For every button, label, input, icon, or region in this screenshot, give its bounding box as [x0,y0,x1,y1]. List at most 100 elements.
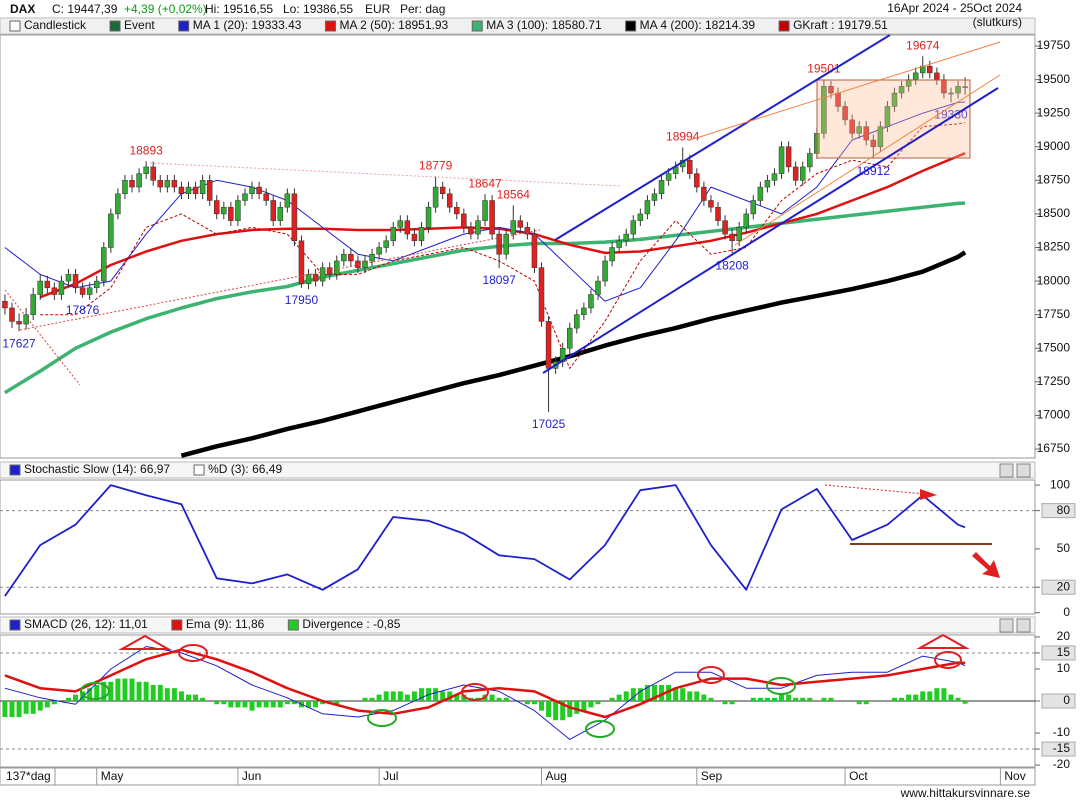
candle-body [213,200,220,215]
candle-body [411,233,418,242]
candle-body [821,86,827,134]
candle-body [108,213,114,248]
candle-body [284,193,291,208]
low-label: 18097 [482,273,516,287]
candle-body [164,180,171,188]
trend-line [542,87,999,374]
divergence-bar [263,701,269,708]
price-panel [0,34,1036,459]
date-range: 16Apr 2024 - 25Oct 2024 [887,1,1022,15]
divergence-bar [397,691,403,701]
divergence-bar [637,688,643,701]
candle-body [468,227,474,235]
divergence-bar [23,701,29,714]
legend-swatch [287,619,299,631]
y-tick-label: 19000 [1037,139,1071,153]
divergence-bar [828,697,834,701]
divergence-bar [87,688,93,701]
candle-body [524,227,531,235]
candle-body [948,92,954,95]
candle-body [341,253,347,262]
legend-label: Event [124,18,155,32]
high-label: 18893 [129,143,163,157]
divergence-bar [807,697,813,701]
y-tick-label: 16750 [1037,441,1071,455]
trend-line [4,289,81,386]
zoom-icon[interactable] [999,618,1014,633]
close-icon[interactable] [1016,463,1031,478]
candle-body [298,240,305,285]
divergence-bar [221,701,227,705]
zoom-icon[interactable] [999,463,1014,478]
y-tick-label: 80 [1057,503,1071,517]
candle-body [849,119,855,134]
y-tick-label: 100 [1050,477,1070,491]
candle-body [157,180,164,188]
y-tick-label: 17250 [1037,374,1071,388]
candle-body [383,240,389,248]
divergence-bar [136,681,142,701]
cross-circle [80,682,110,700]
candle-body [312,274,319,282]
y-tick-label: 19750 [1037,38,1071,52]
change-value: +4,39 (+0,02%) [124,2,207,16]
divergence-bar [454,694,460,701]
candle-body [129,180,135,188]
divergence-bar [249,701,255,711]
price-mode: (slutkurs) [973,15,1022,29]
candle-body [503,233,509,255]
candle-body [334,260,340,275]
divergence-bar [291,701,297,705]
legend-swatch [109,20,121,32]
candle-body [637,213,644,221]
divergence-line [824,484,926,495]
legend-label: MA 4 (200): 18214.39 [640,18,756,32]
divergence-bar [793,697,799,701]
cross-circle [178,644,208,662]
indicator-line [4,101,966,302]
divergence-bar [390,691,396,701]
candle-body [72,274,79,289]
candle-body [694,173,700,188]
divergence-bar [447,691,453,701]
divergence-bar [129,678,135,701]
divergence-bar [899,697,905,701]
candle-body [581,307,587,315]
divergence-bar [553,701,559,721]
candle-body [863,126,870,141]
period-label: 137*dag [6,769,51,783]
divergence-bar [595,701,601,705]
x-axis-bar [0,767,1036,786]
candle-body [701,186,707,201]
divergence-bar [948,694,954,701]
divergence-bar [320,701,326,705]
divergence-bar [362,697,368,701]
indicator-line [4,648,966,719]
divergence-bar [524,701,530,705]
candle-body [249,186,255,195]
cross-circle [697,666,725,684]
y-tick-label: -20 [1053,757,1071,771]
high-label: 18564 [497,188,531,202]
divergence-bar [383,691,389,701]
divergence-bar [73,694,79,701]
divergence-bar [80,691,86,701]
candle-body [404,220,411,235]
legend-label: Candlestick [24,18,87,32]
divergence-bar [863,701,869,705]
divergence-bar [680,688,686,701]
y-tick-label: -15 [1053,741,1071,755]
divergence-bar [750,697,756,701]
candle-body [962,86,968,88]
candle-body [397,220,404,228]
close-icon[interactable] [1016,618,1031,633]
divergence-bar [178,691,184,701]
divergence-bar [934,688,940,701]
divergence-bar [489,694,495,701]
divergence-bar [186,694,192,701]
divergence-bar [962,701,968,704]
legend-swatch [178,20,190,32]
y-tick-label: 17500 [1037,340,1071,354]
candle-body [270,200,276,221]
